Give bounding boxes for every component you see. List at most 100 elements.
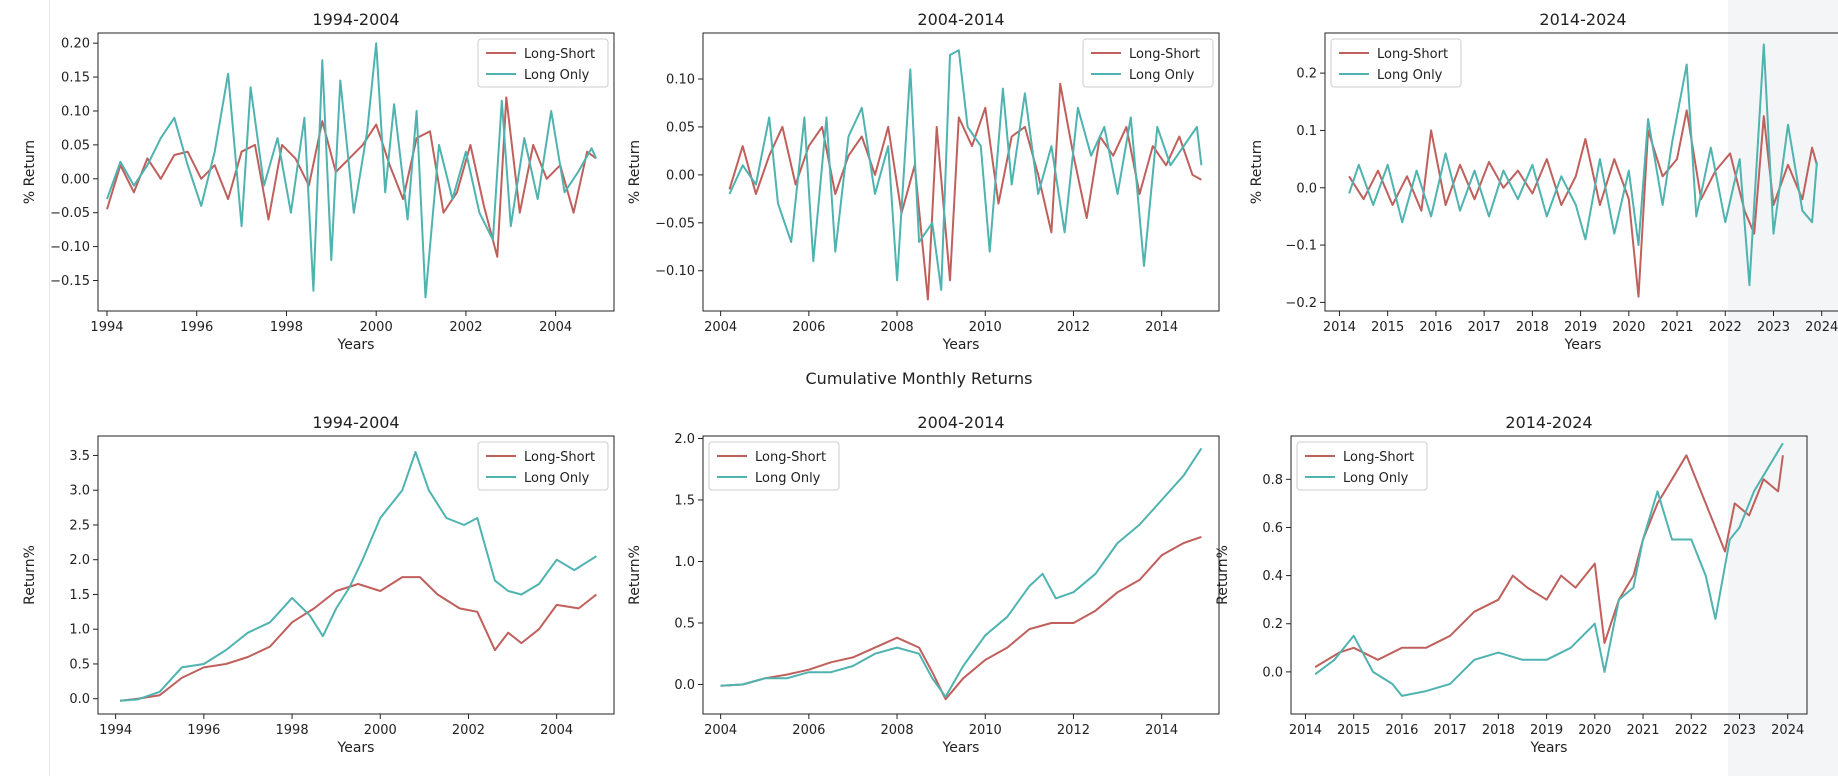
y-tick-label: −0.1 bbox=[1285, 239, 1317, 254]
x-tick-label: 1996 bbox=[180, 320, 213, 335]
x-tick-label: 2010 bbox=[969, 723, 1002, 738]
x-tick-label: 2020 bbox=[1578, 723, 1611, 738]
x-tick-label: 2023 bbox=[1723, 723, 1756, 738]
legend-label: Long-Short bbox=[1129, 47, 1200, 62]
x-axis-label: Years bbox=[337, 337, 375, 353]
series-line-long-short bbox=[720, 535, 1202, 701]
x-tick-label: 2018 bbox=[1482, 723, 1515, 738]
x-tick-label: 2017 bbox=[1468, 320, 1501, 335]
x-tick-label: 2014 bbox=[1145, 320, 1178, 335]
x-tick-label: 2022 bbox=[1675, 723, 1708, 738]
plot-frame bbox=[1324, 32, 1838, 312]
x-tick-label: 1994 bbox=[90, 320, 123, 335]
page-right-edge bbox=[1728, 0, 1838, 776]
y-axis-label: % Return bbox=[627, 140, 643, 204]
chart-title: 2004-2014 bbox=[917, 413, 1004, 432]
x-tick-label: 2021 bbox=[1660, 320, 1693, 335]
legend-label: Long-Short bbox=[755, 450, 826, 465]
x-tick-label: 2000 bbox=[360, 320, 393, 335]
legend-label: Long-Short bbox=[524, 450, 595, 465]
y-tick-label: 0.2 bbox=[1296, 67, 1317, 82]
chart-title: 1994-2004 bbox=[312, 10, 399, 29]
legend-label: Long Only bbox=[1343, 471, 1409, 486]
y-tick-label: 0.0 bbox=[1296, 181, 1317, 196]
y-tick-label: 1.0 bbox=[69, 623, 90, 638]
y-axis-label: Return% bbox=[1215, 545, 1231, 605]
y-tick-label: 1.0 bbox=[674, 555, 695, 570]
series-line-long-only bbox=[1348, 43, 1818, 287]
legend-label: Long-Short bbox=[1343, 450, 1414, 465]
y-tick-label: 2.0 bbox=[69, 553, 90, 568]
series-line-long-only bbox=[106, 42, 598, 299]
x-tick-label: 2004 bbox=[704, 320, 737, 335]
y-tick-label: 0.15 bbox=[61, 71, 90, 86]
x-tick-label: 2004 bbox=[540, 723, 573, 738]
x-tick-label: 2002 bbox=[452, 723, 485, 738]
figure-middle-title: Cumulative Monthly Returns bbox=[805, 369, 1033, 388]
chart-cumulative_2004_2014: 2004-2014 2004 2006 2008 2010 2012 2014 0.0 0.5 1… bbox=[627, 413, 1220, 756]
legend-label: Long-Short bbox=[524, 47, 595, 62]
y-tick-label: 0.10 bbox=[666, 73, 695, 88]
y-tick-label: 0.05 bbox=[61, 138, 90, 153]
y-tick-label: 1.5 bbox=[69, 588, 90, 603]
y-tick-label: 2.0 bbox=[674, 432, 695, 447]
x-axis-label: Years bbox=[942, 740, 980, 756]
y-tick-label: 0.6 bbox=[1262, 521, 1283, 536]
y-axis-label: Return% bbox=[22, 545, 38, 605]
x-tick-label: 2016 bbox=[1385, 723, 1418, 738]
x-tick-label: 2014 bbox=[1145, 723, 1178, 738]
y-axis-label: % Return bbox=[22, 140, 38, 204]
y-tick-label: 0.0 bbox=[69, 692, 90, 707]
plot-frame bbox=[1290, 435, 1808, 715]
x-tick-label: 2017 bbox=[1434, 723, 1467, 738]
y-tick-label: 0.8 bbox=[1262, 473, 1283, 488]
x-axis-label: Years bbox=[1530, 740, 1568, 756]
x-tick-label: 2019 bbox=[1530, 723, 1563, 738]
x-tick-label: 2012 bbox=[1057, 320, 1090, 335]
legend-label: Long Only bbox=[1377, 68, 1443, 83]
x-tick-label: 2014 bbox=[1289, 723, 1322, 738]
x-tick-label: 2006 bbox=[792, 320, 825, 335]
page-left-rule bbox=[49, 0, 50, 776]
y-tick-label: 0.1 bbox=[1296, 124, 1317, 139]
series-line-long-short bbox=[1314, 454, 1784, 668]
legend: Long-Short Long Only bbox=[708, 441, 840, 491]
legend: Long-Short Long Only bbox=[477, 441, 609, 491]
x-tick-label: 1998 bbox=[270, 320, 303, 335]
plot-frame bbox=[702, 435, 1220, 715]
y-tick-label: 0.5 bbox=[69, 657, 90, 672]
y-tick-label: 0.00 bbox=[61, 172, 90, 187]
x-tick-label: 2004 bbox=[704, 723, 737, 738]
series-line-long-short bbox=[1348, 109, 1818, 298]
x-tick-label: 2010 bbox=[969, 320, 1002, 335]
y-tick-label: 2.5 bbox=[69, 518, 90, 533]
plot-frame bbox=[97, 435, 615, 715]
chart-cumulative_2014_2024: 2014-2024 2014 2015 2016 2017 2018 2019 2020 202… bbox=[1215, 413, 1808, 756]
chart-title: 2014-2024 bbox=[1539, 10, 1626, 29]
x-tick-label: 1998 bbox=[276, 723, 309, 738]
chart-cumulative_1994_2004: 1994-2004 1994 1996 1998 2000 2002 2004 0.0 0.5 1… bbox=[22, 413, 615, 756]
legend-label: Long Only bbox=[524, 68, 590, 83]
series-line-long-short bbox=[119, 576, 598, 702]
y-tick-label: 0.20 bbox=[61, 37, 90, 52]
plot-frame bbox=[702, 32, 1220, 312]
x-axis-label: Years bbox=[1564, 337, 1602, 353]
legend: Long-Short Long Only bbox=[1082, 38, 1214, 88]
chart-title: 1994-2004 bbox=[312, 413, 399, 432]
y-tick-label: −0.10 bbox=[50, 240, 90, 255]
x-tick-label: 2018 bbox=[1516, 320, 1549, 335]
y-tick-label: 0.00 bbox=[666, 168, 695, 183]
series-line-long-short bbox=[106, 96, 597, 258]
y-tick-label: 0.5 bbox=[674, 616, 695, 631]
series-line-long-only bbox=[728, 49, 1203, 291]
x-tick-label: 2021 bbox=[1626, 723, 1659, 738]
x-tick-label: 2015 bbox=[1337, 723, 1370, 738]
chart-title: 2004-2014 bbox=[917, 10, 1004, 29]
x-tick-label: 2002 bbox=[449, 320, 482, 335]
x-tick-label: 2023 bbox=[1757, 320, 1790, 335]
y-tick-label: 0.05 bbox=[666, 120, 695, 135]
y-tick-label: 3.0 bbox=[69, 484, 90, 499]
x-tick-label: 2008 bbox=[881, 320, 914, 335]
y-tick-label: −0.2 bbox=[1285, 296, 1317, 311]
